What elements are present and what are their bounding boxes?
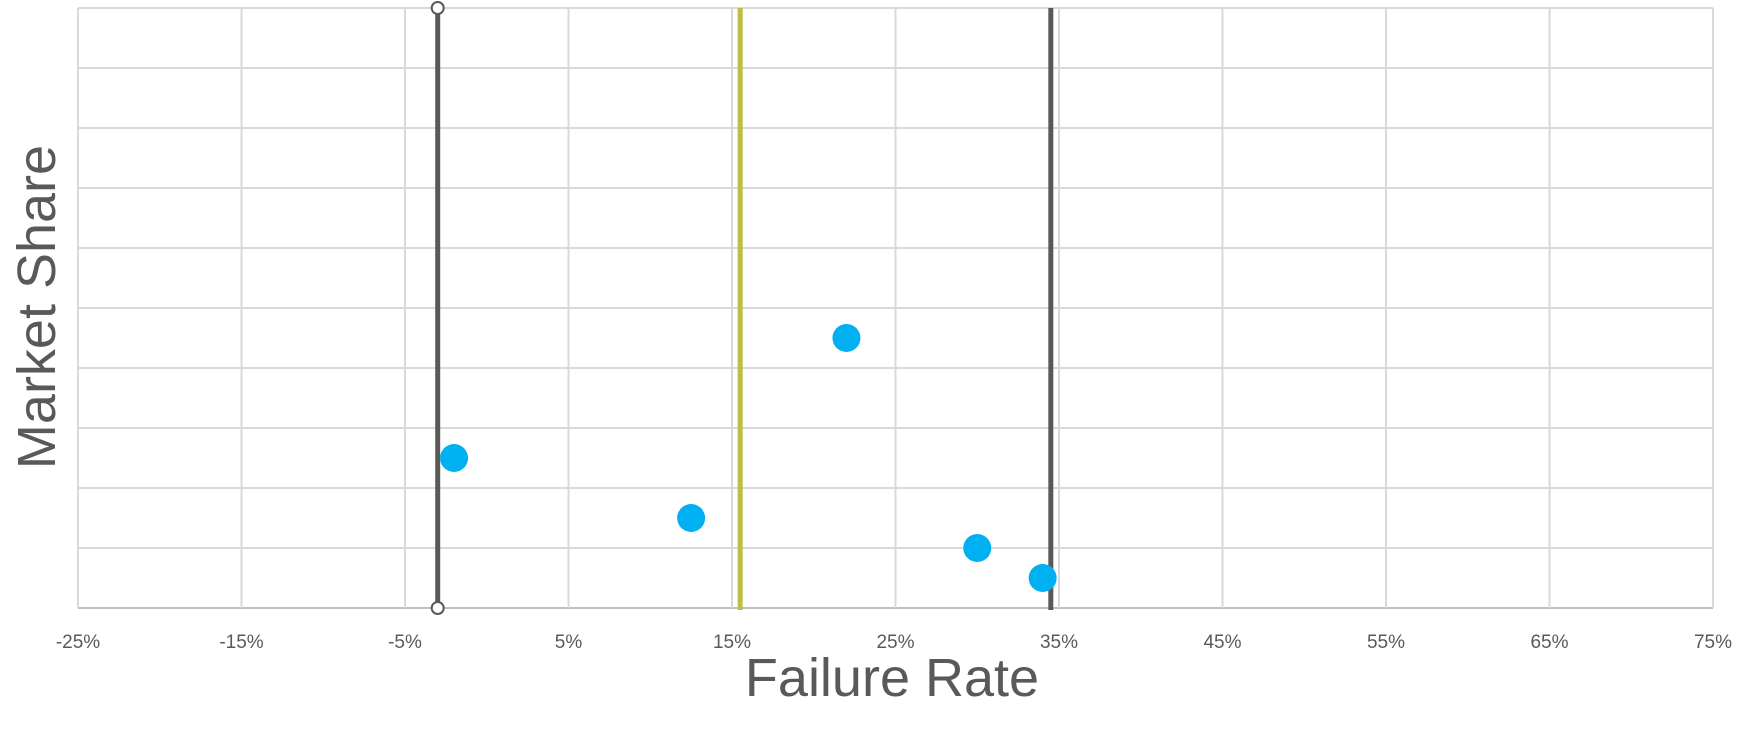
x-tick-label: 25%: [876, 632, 914, 653]
x-tick-label: -25%: [56, 632, 100, 653]
x-tick-label: 45%: [1203, 632, 1241, 653]
reference-line-end-marker: [430, 601, 445, 615]
y-axis-title: Market Share: [7, 145, 67, 469]
reference-lines: [430, 1, 1054, 615]
x-tick-label: 75%: [1694, 632, 1732, 653]
data-point: [963, 534, 992, 562]
data-point: [1028, 564, 1057, 592]
x-tick-labels: -25% -15% -5% 5% 15% 25% 35% 45% 55% 65% 75%: [56, 632, 1732, 653]
x-tick-label: -15%: [219, 632, 263, 653]
reference-line-end-marker: [430, 1, 445, 15]
x-tick-label: -5%: [388, 632, 422, 653]
data-point: [677, 504, 706, 532]
x-tick-label: 35%: [1040, 632, 1078, 653]
x-tick-label: 15%: [713, 632, 751, 653]
data-point: [440, 444, 469, 472]
x-tick-label: 65%: [1530, 632, 1568, 653]
x-tick-label: 55%: [1367, 632, 1405, 653]
data-point: [832, 324, 861, 352]
x-axis-title: Failure Rate: [745, 648, 1039, 708]
x-tick-label: 5%: [555, 632, 583, 653]
data-points: [440, 324, 1057, 592]
grid-layer: [77, 7, 1714, 609]
